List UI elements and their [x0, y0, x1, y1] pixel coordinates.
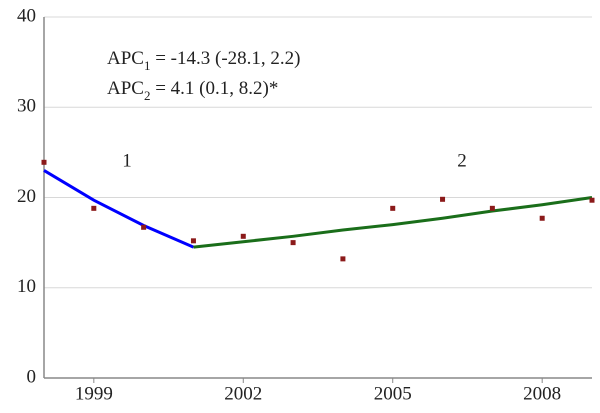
x-tick-label: 1999: [75, 383, 113, 404]
data-point: [190, 238, 196, 244]
trend-line: [193, 196, 593, 249]
data-point: [589, 197, 595, 203]
data-point: [41, 159, 47, 165]
annotation-text: = 4.1 (0.1, 8.2)*: [150, 78, 278, 99]
y-tick-label: 40: [17, 5, 36, 26]
data-point: [539, 215, 545, 221]
annotation-prefix: APC: [107, 48, 144, 69]
data-point: [390, 205, 396, 211]
data-point: [240, 233, 246, 239]
data-point: [141, 224, 147, 230]
x-tick-label: 2005: [374, 383, 412, 404]
x-tick-label: 2002: [224, 383, 262, 404]
y-tick-label: 20: [17, 186, 36, 207]
y-tick-label: 30: [17, 96, 36, 117]
data-point: [440, 196, 446, 202]
annotation-subscript: 2: [144, 88, 151, 103]
annotation: APC1 = -14.3 (-28.1, 2.2): [107, 48, 301, 73]
annotation-text: = -14.3 (-28.1, 2.2): [150, 48, 300, 69]
x-tick-label: 2008: [523, 383, 561, 404]
segment-label: 1: [122, 150, 132, 171]
annotation-prefix: APC: [107, 78, 144, 99]
trend-line: [43, 169, 195, 249]
y-tick-label: 10: [17, 276, 36, 297]
annotation-subscript: 1: [144, 58, 151, 73]
data-point: [489, 205, 495, 211]
y-tick-label: 0: [27, 366, 37, 387]
annotation: APC2 = 4.1 (0.1, 8.2)*: [107, 78, 278, 103]
data-point: [340, 256, 346, 262]
segment-label: 2: [457, 150, 467, 171]
data-point: [91, 205, 97, 211]
data-point: [290, 240, 296, 246]
